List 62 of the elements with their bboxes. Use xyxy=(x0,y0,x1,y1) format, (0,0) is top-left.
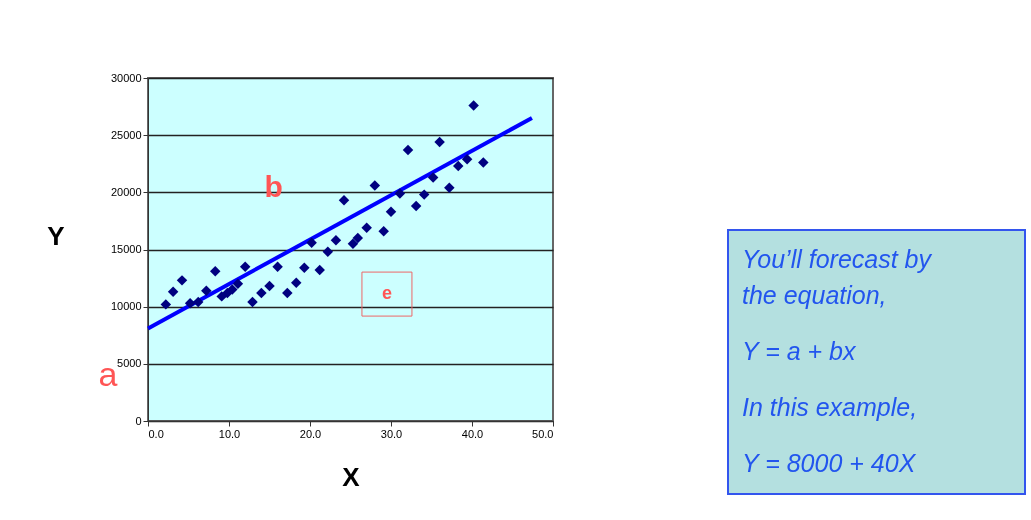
point xyxy=(160,299,172,310)
y-tick-label: 20000 xyxy=(110,185,142,198)
point xyxy=(256,287,267,299)
y-tick-label: 0 xyxy=(135,414,142,427)
x-axis-title: X xyxy=(342,461,361,492)
point xyxy=(394,188,406,199)
point xyxy=(192,296,204,308)
point xyxy=(176,275,188,286)
x-tick-label: 10.0 xyxy=(218,427,241,440)
text: Y = a + bx xyxy=(742,337,858,365)
point xyxy=(427,172,439,183)
point xyxy=(478,157,489,168)
point xyxy=(247,296,258,308)
point xyxy=(239,261,251,272)
point xyxy=(369,180,381,191)
point xyxy=(330,235,342,246)
point xyxy=(402,144,414,156)
point xyxy=(434,136,445,148)
point xyxy=(378,225,389,237)
text: You’ll forecast by xyxy=(742,245,933,273)
point xyxy=(361,222,372,234)
point xyxy=(290,277,302,288)
point xyxy=(167,286,179,298)
point xyxy=(264,280,275,292)
point xyxy=(227,284,238,295)
y-tick-label: 15000 xyxy=(110,243,142,255)
point xyxy=(184,297,196,309)
text: In this example, xyxy=(742,393,918,421)
point xyxy=(209,265,221,277)
point xyxy=(410,200,422,212)
y-tick-label: 25000 xyxy=(110,128,142,141)
point xyxy=(232,278,244,290)
y-tick-label: 10000 xyxy=(110,300,142,313)
point xyxy=(352,232,364,244)
x-tick-label: 50.0 xyxy=(532,427,554,440)
point xyxy=(272,261,283,272)
y-tick-label: 30000 xyxy=(110,71,142,84)
point xyxy=(461,153,473,165)
y-axis-title: Y xyxy=(47,221,65,251)
text: the equation, xyxy=(742,281,887,309)
point xyxy=(418,189,430,200)
text: a xyxy=(98,355,118,393)
point xyxy=(322,246,334,258)
annotation: e xyxy=(381,283,392,304)
y-tick-label: 5000 xyxy=(117,357,142,370)
point xyxy=(347,238,359,250)
text: Y = 8000 + 40X xyxy=(742,449,917,477)
point xyxy=(201,285,212,296)
point xyxy=(314,264,325,276)
x-tick-label: 20.0 xyxy=(299,427,322,440)
x-tick-label: 30.0 xyxy=(380,427,403,440)
point xyxy=(385,206,397,218)
point xyxy=(468,100,479,111)
point xyxy=(299,262,310,274)
point xyxy=(444,182,455,193)
point xyxy=(452,160,464,172)
point xyxy=(216,291,227,302)
point xyxy=(338,195,350,206)
point xyxy=(282,287,293,299)
x-tick-label: 40.0 xyxy=(461,427,484,440)
x-tick-label: 0.0 xyxy=(148,427,164,440)
point xyxy=(306,237,317,248)
